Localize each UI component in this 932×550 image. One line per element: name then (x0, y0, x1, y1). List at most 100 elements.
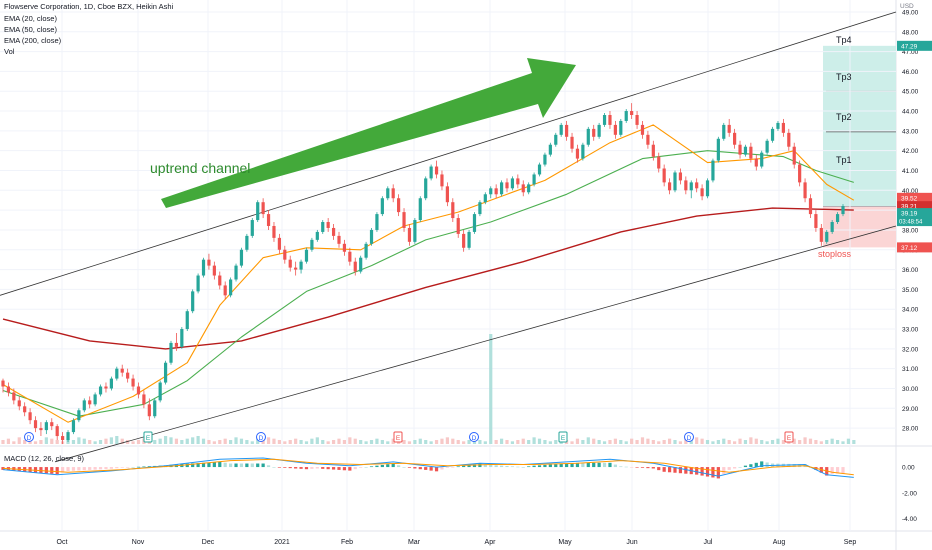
volume-bar (386, 441, 390, 444)
stoploss-label: stoploss (818, 249, 852, 259)
volume-bar (229, 440, 233, 444)
candle-body (792, 146, 796, 165)
volume-bar (77, 437, 81, 444)
volume-bar (478, 440, 482, 444)
candle-body (472, 214, 477, 232)
candle-body (234, 265, 238, 280)
candle-body (397, 198, 401, 213)
macd-histogram-bar (115, 467, 119, 469)
macd-histogram-bar (142, 466, 146, 468)
macd-histogram-bar (630, 467, 634, 468)
macd-histogram-bar (391, 463, 395, 468)
volume-bar (174, 438, 179, 444)
legend-volume[interactable]: Vol (4, 47, 15, 56)
candle-body (722, 124, 726, 139)
candle-body (565, 124, 569, 137)
macd-histogram-bar (695, 467, 699, 475)
volume-bar (494, 440, 498, 444)
tp1-label: Tp1 (836, 155, 852, 165)
candle-body (126, 372, 130, 379)
macd-histogram-bar (673, 467, 677, 473)
macd-histogram-bar (727, 467, 731, 470)
candle-body (158, 382, 162, 401)
time-tick-label: Mar (408, 539, 421, 546)
legend-ema200[interactable]: EMA (200, close) (4, 36, 62, 45)
legend-ema20[interactable]: EMA (20, close) (4, 14, 57, 23)
time-tick-label: Oct (57, 539, 68, 546)
candle-body (33, 420, 38, 429)
macd-histogram-bar (841, 467, 845, 474)
candle-body (770, 128, 775, 141)
volume-bar (781, 440, 785, 444)
macd-histogram-bar (651, 467, 655, 469)
candle-body (331, 227, 336, 236)
macd-histogram-bar (418, 467, 422, 470)
volume-bar (180, 440, 184, 444)
volume-bar (570, 441, 574, 444)
volume-bar (575, 438, 580, 444)
candle-body (88, 400, 92, 405)
candle-body (418, 198, 422, 221)
macd-histogram-bar (256, 463, 260, 468)
candle-body (602, 115, 607, 125)
macd-histogram-bar (185, 463, 189, 468)
candle-body (283, 249, 287, 260)
volume-bar (369, 440, 374, 444)
volume-bar (331, 440, 336, 444)
candle-body (830, 222, 834, 232)
volume-bar (581, 440, 585, 444)
macd-histogram-bar (635, 467, 639, 468)
volume-bar (602, 441, 607, 444)
candle-body (678, 172, 683, 181)
volume-bar (527, 440, 531, 444)
candle-body (326, 222, 330, 228)
candle-body (272, 225, 276, 238)
price-tick-label: 35.00 (902, 287, 919, 294)
volume-bar (153, 440, 157, 444)
volume-bar (543, 440, 547, 444)
macd-histogram-bar (424, 467, 428, 470)
macd-histogram-bar (261, 463, 265, 468)
candle-body (765, 140, 769, 153)
volume-bar (592, 438, 596, 444)
macd-histogram-bar (646, 467, 650, 469)
candle-body (12, 392, 16, 401)
candle-body (700, 188, 704, 197)
candle-body (727, 124, 731, 133)
candle-body (705, 180, 710, 197)
candle-body (93, 394, 97, 405)
candle-body (196, 275, 200, 292)
macd-histogram-bar (451, 467, 455, 468)
volume-bar (548, 441, 552, 444)
candle-body (207, 259, 211, 266)
time-tick-label: Jul (704, 539, 713, 546)
candle-body (153, 400, 157, 417)
macd-histogram-bar (738, 467, 742, 468)
candle-body (191, 291, 195, 312)
macd-histogram-bar (749, 464, 753, 468)
candle-body (814, 214, 818, 228)
volume-bar (765, 441, 769, 444)
volume-bar (586, 437, 590, 444)
candle-body (386, 188, 390, 199)
macd-histogram-bar (472, 464, 477, 468)
volume-bar (700, 438, 704, 444)
macd-histogram-bar (537, 465, 542, 468)
volume-bar (288, 440, 292, 444)
legend-macd[interactable]: MACD (12, 26, close, 9) (4, 454, 85, 463)
candle-body (17, 400, 21, 407)
macd-histogram-bar (229, 463, 233, 468)
candle-body (77, 410, 81, 421)
candle-body (597, 124, 601, 137)
candle-body (494, 188, 498, 195)
macd-histogram-bar (321, 467, 325, 469)
candle-body (451, 202, 455, 219)
legend-ema50[interactable]: EMA (50, close) (4, 25, 57, 34)
volume-bar (136, 440, 141, 444)
volume-bar (689, 440, 693, 444)
volume-bar (1, 440, 5, 444)
candle-body (835, 214, 840, 223)
candle-body (66, 432, 70, 441)
candle-body (781, 122, 785, 133)
